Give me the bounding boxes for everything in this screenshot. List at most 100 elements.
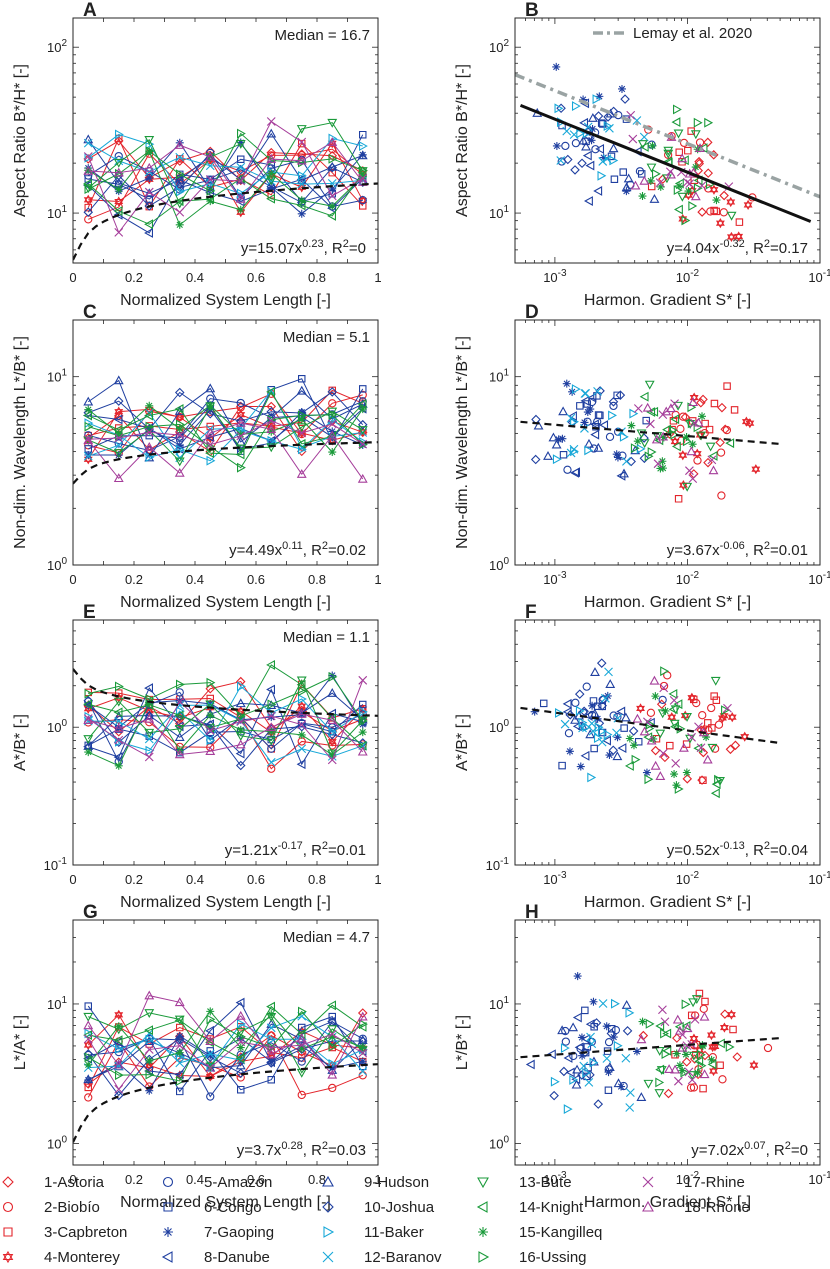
series-4-monterey — [689, 1009, 759, 1077]
fit-equation-exp2: 2 — [764, 540, 770, 552]
data-point — [691, 995, 702, 1005]
series-line — [88, 713, 364, 755]
data-point — [657, 174, 668, 184]
series-line — [88, 132, 363, 192]
data-point — [682, 774, 693, 784]
data-point — [621, 999, 632, 1009]
data-point — [174, 406, 185, 415]
data-point — [688, 397, 699, 407]
data-point — [175, 441, 184, 450]
data-point — [576, 762, 585, 771]
data-point — [619, 468, 629, 478]
data-point — [583, 1043, 592, 1051]
data-point — [655, 1077, 665, 1088]
data-point — [586, 405, 595, 414]
data-point — [235, 416, 246, 426]
data-point — [664, 1064, 675, 1073]
data-point — [625, 1088, 635, 1098]
data-point — [684, 187, 693, 196]
data-point — [358, 1066, 368, 1076]
data-point — [266, 1049, 277, 1059]
y-tick-label: 100 — [489, 1134, 509, 1151]
y-tick-base: 10 — [489, 1136, 503, 1151]
data-point — [358, 675, 368, 685]
data-point — [556, 103, 566, 114]
data-point — [696, 431, 707, 441]
data-point — [595, 143, 605, 154]
data-point — [688, 201, 698, 211]
fit-equation-pre: y=7.02x — [691, 1142, 744, 1159]
data-point — [608, 143, 619, 153]
data-point — [175, 152, 185, 162]
legend-item: 8-Danube — [161, 1249, 270, 1266]
x-tick-exp: -1 — [823, 1170, 830, 1181]
data-point — [582, 1067, 592, 1078]
data-point — [84, 451, 93, 460]
series-line — [87, 166, 363, 213]
data-point — [595, 386, 605, 396]
data-point — [174, 1033, 185, 1044]
data-point — [662, 1045, 672, 1056]
series-line — [87, 137, 364, 208]
data-point — [599, 120, 607, 128]
series-line — [88, 1012, 364, 1074]
fit-equation-exp2: 2 — [764, 840, 770, 852]
data-point — [680, 1067, 690, 1078]
data-point — [677, 1042, 688, 1052]
data-point — [297, 1044, 306, 1053]
data-point — [144, 228, 153, 238]
data-point — [589, 708, 600, 718]
data-point — [591, 1018, 602, 1028]
data-point — [357, 426, 368, 435]
data-point — [603, 121, 613, 131]
data-point — [83, 152, 93, 161]
data-point — [726, 211, 737, 221]
plot-area — [73, 659, 378, 773]
data-point — [113, 1059, 124, 1069]
data-point — [626, 110, 636, 120]
data-point — [699, 1011, 710, 1021]
data-point — [594, 411, 603, 419]
y-axis-label: Aspect Ratio B*/H* [-] — [12, 64, 29, 217]
data-point — [581, 141, 591, 151]
data-point — [114, 439, 123, 448]
data-point — [681, 1021, 691, 1031]
data-point — [689, 1083, 699, 1092]
data-point — [235, 1010, 246, 1020]
data-point — [174, 457, 185, 467]
data-point — [698, 711, 707, 720]
series-line — [88, 420, 364, 446]
data-point — [267, 427, 276, 436]
data-point — [267, 699, 277, 710]
data-point — [599, 420, 609, 431]
data-point — [663, 150, 673, 160]
x-tick-label: 10-2 — [676, 570, 700, 587]
data-point — [548, 432, 559, 442]
x-tick-base: 0.8 — [308, 1172, 326, 1187]
data-point — [675, 181, 684, 190]
series-7-gaoping — [554, 379, 622, 462]
data-point — [613, 733, 622, 742]
series-line — [87, 674, 364, 728]
data-point — [174, 749, 185, 759]
legend-marker — [322, 1201, 334, 1213]
legend-label: 9-Hudson — [364, 1174, 429, 1191]
x-tick-label: 0.4 — [186, 270, 204, 285]
data-point — [83, 435, 94, 445]
data-point — [174, 725, 185, 734]
data-point — [629, 408, 639, 419]
fit-equation-post: =0.01 — [770, 542, 808, 559]
data-point — [236, 445, 245, 454]
data-point — [236, 430, 245, 439]
series-16-ussing — [84, 409, 368, 473]
series-line — [88, 391, 364, 430]
y-axis-label: Non-dim. Wavelength L*/B* [-] — [454, 336, 471, 549]
data-point — [696, 1049, 706, 1060]
data-point — [621, 182, 632, 192]
data-point — [327, 708, 336, 719]
x-tick-base: 10 — [676, 572, 690, 587]
series-line — [88, 704, 363, 763]
fit-equation-post: =0 — [349, 240, 366, 257]
data-point — [670, 721, 679, 732]
series-line — [87, 132, 363, 194]
